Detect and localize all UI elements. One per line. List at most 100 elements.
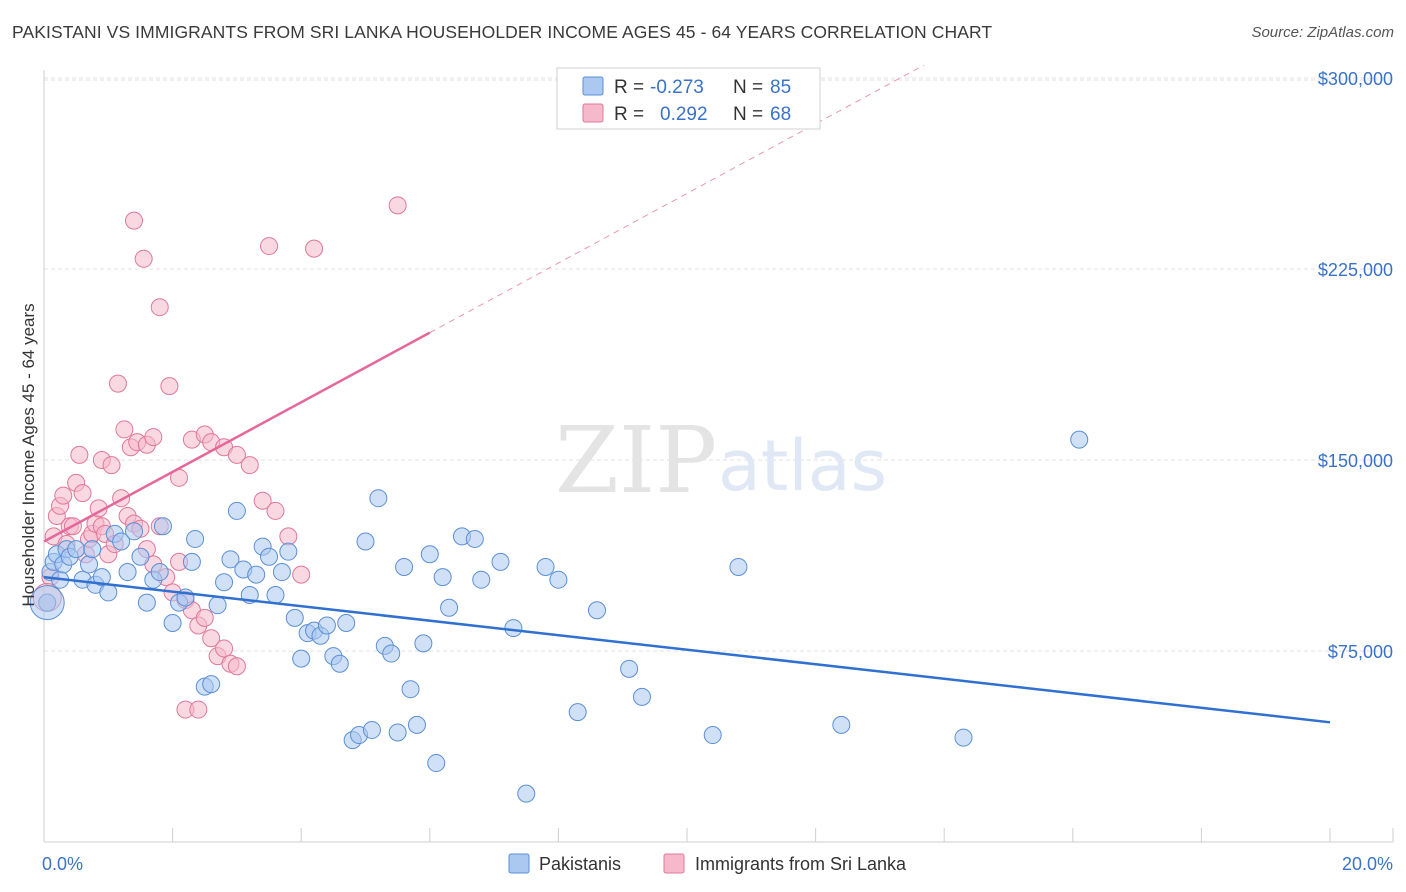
legend-r-value-2: 0.292: [660, 104, 708, 125]
point-pakistanis: [208, 596, 227, 615]
point-pakistanis: [465, 529, 484, 548]
point-pakistanis: [260, 547, 279, 566]
point-sri-lanka: [189, 700, 208, 719]
bottom-legend-swatch-sri-lanka: [663, 853, 685, 874]
point-sri-lanka: [227, 445, 246, 464]
point-sri-lanka: [240, 456, 259, 475]
point-pakistanis: [112, 532, 131, 551]
point-sri-lanka: [388, 196, 407, 215]
legend-r-value-1: -0.273: [650, 77, 704, 98]
chart-title: PAKISTANI VS IMMIGRANTS FROM SRI LANKA H…: [12, 22, 993, 42]
point-pakistanis: [292, 649, 311, 668]
point-pakistanis: [703, 726, 722, 745]
point-pakistanis: [215, 573, 234, 592]
point-sri-lanka: [54, 486, 73, 505]
legend-n-value-1: 85: [770, 77, 791, 98]
point-pakistanis: [92, 568, 111, 587]
bottom-legend-label-pakistanis: Pakistanis: [539, 854, 621, 874]
y-tick-label: $300,000: [1318, 69, 1393, 89]
point-pakistanis: [125, 522, 144, 541]
point-pakistanis: [99, 583, 118, 602]
point-pakistanis: [163, 613, 182, 632]
legend-swatch-sri-lanka: [582, 103, 604, 123]
source-label: Source: ZipAtlas.com: [1251, 24, 1394, 41]
point-pakistanis: [279, 542, 298, 561]
point-pakistanis: [388, 723, 407, 742]
point-pakistanis: [369, 489, 388, 508]
point-pakistanis: [491, 552, 510, 571]
point-pakistanis: [440, 598, 459, 617]
legend-n-label-1: N =: [733, 77, 763, 98]
point-pakistanis: [247, 565, 266, 584]
point-pakistanis: [202, 675, 221, 694]
watermark-zip: ZIP: [555, 407, 717, 514]
point-pakistanis: [420, 545, 439, 564]
point-pakistanis: [221, 550, 240, 569]
point-sri-lanka: [260, 237, 279, 256]
bottom-legend-label-sri-lanka: Immigrants from Sri Lanka: [695, 854, 907, 874]
point-sri-lanka: [73, 484, 92, 503]
y-tick-label: $225,000: [1318, 260, 1393, 280]
point-sri-lanka: [150, 298, 169, 317]
y-tick-label: $150,000: [1318, 451, 1393, 471]
point-pakistanis: [401, 680, 420, 699]
point-pakistanis: [536, 557, 555, 576]
point-sri-lanka: [215, 639, 234, 658]
point-pakistanis: [337, 613, 356, 632]
point-pakistanis: [80, 555, 99, 574]
point-pakistanis: [186, 529, 205, 548]
trend-line-pakistanis: [43, 575, 1331, 724]
point-sri-lanka: [253, 491, 272, 510]
point-pakistanis: [137, 593, 156, 612]
point-sri-lanka: [134, 249, 153, 268]
point-pakistanis: [549, 570, 568, 589]
point-sri-lanka: [279, 527, 298, 546]
point-sri-lanka: [108, 374, 127, 393]
bottom-legend: Pakistanis Immigrants from Sri Lanka: [508, 853, 907, 874]
point-pakistanis: [632, 687, 651, 706]
x-tick-label-max: 20.0%: [1342, 854, 1393, 874]
watermark: ZIP atlas: [555, 407, 887, 514]
point-sri-lanka: [125, 211, 144, 230]
series-sri-lanka-points: [32, 196, 407, 719]
point-pakistanis: [131, 547, 150, 566]
point-sri-lanka: [266, 501, 285, 520]
axes-layer: $75,000 $150,000 $225,000 $300,000: [43, 69, 1394, 843]
point-pakistanis: [150, 563, 169, 582]
point-sri-lanka: [202, 629, 221, 648]
point-pakistanis: [330, 654, 349, 673]
point-pakistanis: [504, 619, 523, 638]
y-axis-label: Householder Income Ages 45 - 64 years: [19, 303, 38, 606]
legend-r-label-2: R =: [614, 104, 644, 125]
legend-n-label-2: N =: [733, 104, 763, 125]
point-pakistanis: [118, 563, 137, 582]
point-pakistanis: [729, 557, 748, 576]
point-pakistanis: [67, 540, 86, 559]
point-pakistanis: [227, 501, 246, 520]
point-pakistanis: [832, 715, 851, 734]
point-pakistanis: [1070, 430, 1089, 449]
point-pakistanis: [587, 601, 606, 620]
point-pakistanis: [153, 517, 172, 536]
point-pakistanis: [427, 754, 446, 773]
point-pakistanis: [472, 570, 491, 589]
trend-line-sri-lanka-extension: [429, 64, 925, 334]
legend-r-label-1: R =: [614, 77, 644, 98]
point-sri-lanka: [70, 445, 89, 464]
point-sri-lanka: [292, 565, 311, 584]
point-pakistanis: [285, 608, 304, 627]
point-pakistanis: [182, 552, 201, 571]
point-pakistanis: [407, 715, 426, 734]
point-sri-lanka: [160, 377, 179, 396]
point-pakistanis: [362, 720, 381, 739]
point-pakistanis: [433, 568, 452, 587]
point-pakistanis: [414, 634, 433, 653]
point-pakistanis: [954, 728, 973, 747]
point-pakistanis: [83, 540, 102, 559]
point-pakistanis: [395, 557, 414, 576]
point-sri-lanka: [195, 608, 214, 627]
point-sri-lanka: [102, 456, 121, 475]
point-pakistanis: [272, 563, 291, 582]
watermark-atlas: atlas: [718, 425, 887, 507]
